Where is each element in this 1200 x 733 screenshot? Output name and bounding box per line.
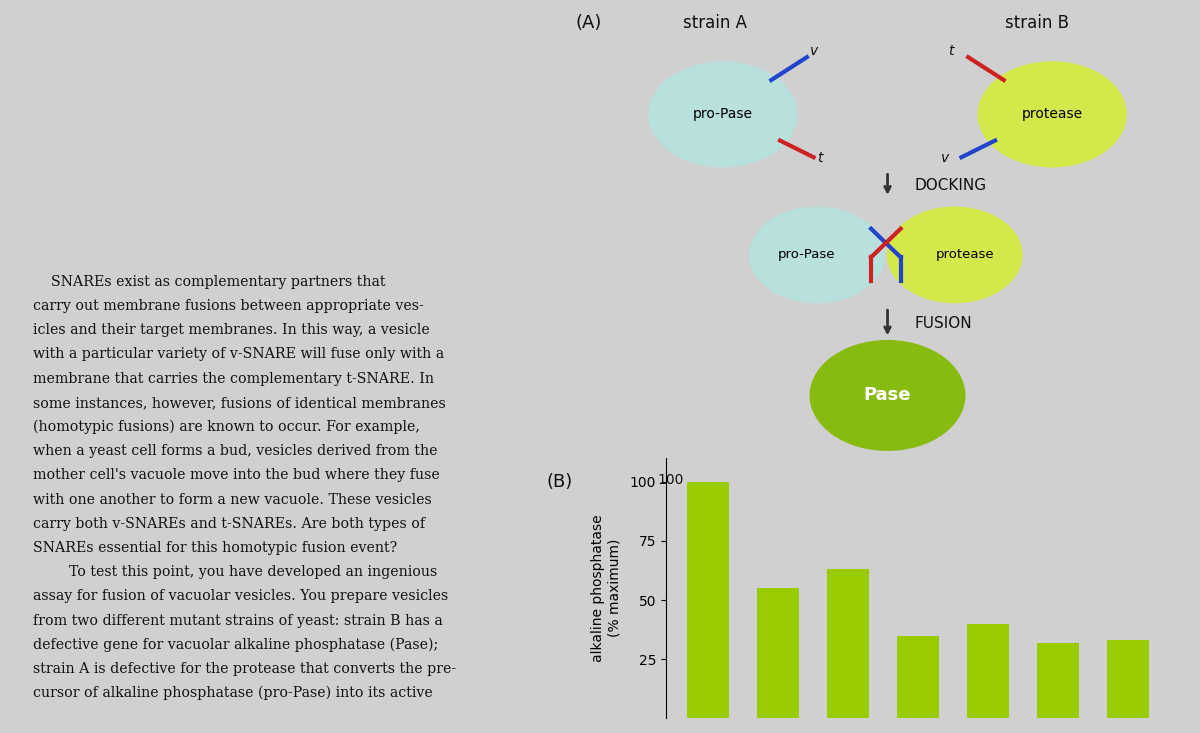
Text: protease: protease — [1021, 107, 1082, 122]
Text: with a particular variety of v-SNARE will fuse only with a: with a particular variety of v-SNARE wil… — [32, 347, 444, 361]
Text: DOCKING: DOCKING — [914, 178, 986, 194]
Text: t: t — [817, 151, 822, 165]
Text: (B): (B) — [546, 473, 572, 491]
Text: t: t — [948, 44, 954, 58]
Circle shape — [649, 62, 797, 166]
Bar — [1037, 643, 1079, 718]
Text: FUSION: FUSION — [914, 317, 972, 331]
Y-axis label: alkaline phosphatase
(% maximum): alkaline phosphatase (% maximum) — [592, 515, 622, 662]
Text: membrane that carries the complementary t-SNARE. In: membrane that carries the complementary … — [32, 372, 433, 386]
Text: mother cell's vacuole move into the bud where they fuse: mother cell's vacuole move into the bud … — [32, 468, 439, 482]
Text: v: v — [941, 151, 949, 165]
Circle shape — [750, 207, 884, 303]
Text: (homotypic fusions) are known to occur. For example,: (homotypic fusions) are known to occur. … — [32, 420, 420, 435]
Text: defective gene for vacuolar alkaline phosphatase (Pase);: defective gene for vacuolar alkaline pho… — [32, 638, 438, 652]
Bar — [757, 588, 799, 718]
Text: 100: 100 — [658, 473, 684, 487]
Text: some instances, however, fusions of identical membranes: some instances, however, fusions of iden… — [32, 396, 445, 410]
Text: from two different mutant strains of yeast: strain B has a: from two different mutant strains of yea… — [32, 614, 443, 627]
Text: strain B: strain B — [1006, 14, 1069, 32]
Text: SNAREs essential for this homotypic fusion event?: SNAREs essential for this homotypic fusi… — [32, 541, 397, 555]
Text: assay for fusion of vacuolar vesicles. You prepare vesicles: assay for fusion of vacuolar vesicles. Y… — [32, 589, 448, 603]
Bar — [898, 636, 940, 718]
Text: pro-Pase: pro-Pase — [692, 107, 752, 122]
Text: cursor of alkaline phosphatase (pro-Pase) into its active: cursor of alkaline phosphatase (pro-Pase… — [32, 686, 432, 701]
Text: carry out membrane fusions between appropriate ves-: carry out membrane fusions between appro… — [32, 299, 424, 313]
Circle shape — [810, 341, 965, 450]
Text: icles and their target membranes. In this way, a vesicle: icles and their target membranes. In thi… — [32, 323, 430, 337]
Text: protease: protease — [936, 248, 994, 262]
Text: To test this point, you have developed an ingenious: To test this point, you have developed a… — [32, 565, 437, 579]
Bar — [688, 482, 730, 718]
Circle shape — [888, 207, 1022, 303]
Text: Pase: Pase — [864, 386, 911, 405]
Text: strain A is defective for the protease that converts the pre-: strain A is defective for the protease t… — [32, 662, 456, 676]
Text: v: v — [810, 44, 818, 58]
Text: with one another to form a new vacuole. These vesicles: with one another to form a new vacuole. … — [32, 493, 431, 507]
Text: pro-Pase: pro-Pase — [778, 248, 835, 262]
Bar — [967, 624, 1009, 718]
Bar — [1108, 641, 1150, 718]
Bar — [827, 570, 869, 718]
Text: when a yeast cell forms a bud, vesicles derived from the: when a yeast cell forms a bud, vesicles … — [32, 444, 437, 458]
Text: SNAREs exist as complementary partners that: SNAREs exist as complementary partners t… — [32, 275, 385, 289]
Text: strain A: strain A — [683, 14, 746, 32]
Text: (A): (A) — [575, 14, 601, 32]
Text: carry both v-SNAREs and t-SNAREs. Are both types of: carry both v-SNAREs and t-SNAREs. Are bo… — [32, 517, 425, 531]
Circle shape — [978, 62, 1126, 166]
